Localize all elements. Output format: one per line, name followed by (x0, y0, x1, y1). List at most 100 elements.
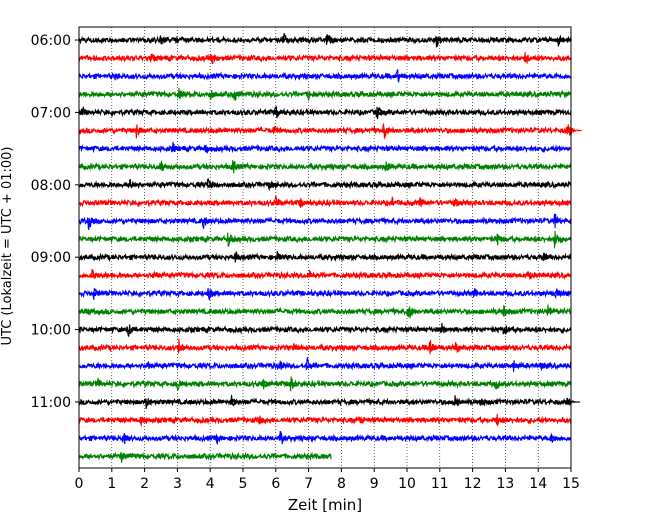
trace-event (119, 451, 136, 463)
trace-line (78, 107, 572, 118)
trace-event (86, 217, 104, 231)
x-tick-label: 9 (370, 476, 379, 492)
x-tick-label: 3 (173, 476, 182, 492)
trace-event (266, 181, 284, 192)
trace-event (306, 90, 323, 102)
trace-line (78, 379, 572, 389)
trace-event (453, 341, 471, 354)
trace-line (78, 216, 572, 226)
trace-event (81, 307, 99, 315)
trace-event (138, 416, 156, 427)
trace-line (78, 198, 572, 208)
x-tick-label: 15 (562, 476, 580, 492)
trace-event (273, 106, 290, 119)
trace-event (297, 198, 315, 208)
trace-line (78, 342, 572, 353)
trace-event (257, 415, 274, 425)
trace-event (433, 35, 451, 48)
trace-event (278, 430, 295, 445)
x-tick-label: 2 (140, 476, 149, 492)
trace-line (78, 288, 572, 299)
trace-event (357, 416, 374, 424)
trace-event (206, 178, 223, 189)
trace-line (78, 270, 572, 281)
trace-line (78, 180, 572, 190)
trace-event (439, 322, 456, 334)
y-tick-label: 08:00 (31, 178, 71, 194)
trace-line (78, 433, 572, 443)
trace-event (176, 338, 194, 354)
trace-event (275, 251, 292, 260)
axis-ticks: 0 1 2 3 4 5 6 7 8 9 10 11 12 13 14 1506:0007:0008:0009:… (31, 33, 580, 492)
trace-line (78, 361, 572, 371)
trace-line (78, 415, 572, 426)
trace-event (278, 360, 295, 370)
trace-event (209, 54, 226, 65)
trace-event (555, 34, 572, 47)
trace-event (501, 304, 519, 318)
trace-line (78, 324, 572, 335)
trace-line (78, 397, 572, 407)
trace-line (78, 306, 572, 317)
trace-event (288, 376, 305, 392)
y-tick-label: 10:00 (31, 323, 71, 339)
trace-event (304, 356, 322, 370)
trace-event (552, 230, 569, 249)
trace-event (545, 304, 563, 316)
x-tick-label: 6 (271, 476, 280, 492)
trace-event (478, 398, 496, 407)
trace-event (563, 397, 581, 405)
trace-event (143, 398, 161, 409)
x-tick-label: 5 (239, 476, 248, 492)
trace-event (125, 324, 143, 337)
trace-event (525, 271, 543, 280)
trace-event (158, 160, 176, 171)
y-axis-label: UTC (Lokalzeit = UTC + 01:00) (0, 147, 15, 346)
trace-event (112, 73, 130, 81)
trace-line (78, 161, 572, 172)
x-tick-label: 11 (431, 476, 449, 492)
x-tick-label: 12 (464, 476, 482, 492)
trace-event (494, 413, 512, 427)
trace-event (417, 196, 435, 208)
trace-event (158, 35, 176, 45)
trace-line (78, 234, 572, 245)
trace-event (471, 288, 489, 297)
trace-event (548, 432, 566, 443)
trace-event (493, 381, 510, 390)
trace-event (306, 269, 323, 279)
trace-event (383, 161, 400, 172)
trace-event (145, 361, 163, 370)
trace-event (225, 232, 243, 248)
trace-line (78, 252, 572, 263)
trace-event (206, 287, 223, 301)
trace-event (540, 252, 558, 262)
trace-event (232, 91, 250, 102)
trace-line (78, 143, 572, 154)
y-tick-label: 07:00 (31, 105, 71, 121)
trace-event (553, 288, 571, 300)
trace-event (565, 124, 582, 136)
trace-event (203, 144, 220, 155)
seismic-traces (78, 33, 582, 463)
trace-event (324, 34, 341, 45)
trace-event (501, 325, 519, 335)
x-tick-label: 7 (304, 476, 313, 492)
trace-event (273, 195, 291, 207)
trace-event (452, 197, 469, 207)
x-tick-label: 10 (398, 476, 416, 492)
trace-event (201, 217, 218, 229)
trace-event (427, 339, 445, 355)
trace-line (78, 53, 572, 64)
trace-event (394, 69, 412, 84)
x-tick-label: 1 (107, 476, 116, 492)
trace-event (169, 141, 187, 153)
trace-event (538, 362, 556, 372)
trace-event (214, 435, 231, 446)
x-tick-label: 14 (529, 476, 547, 492)
x-tick-label: 4 (206, 476, 215, 492)
x-tick-label: 0 (75, 476, 84, 492)
trace-event (79, 106, 97, 116)
